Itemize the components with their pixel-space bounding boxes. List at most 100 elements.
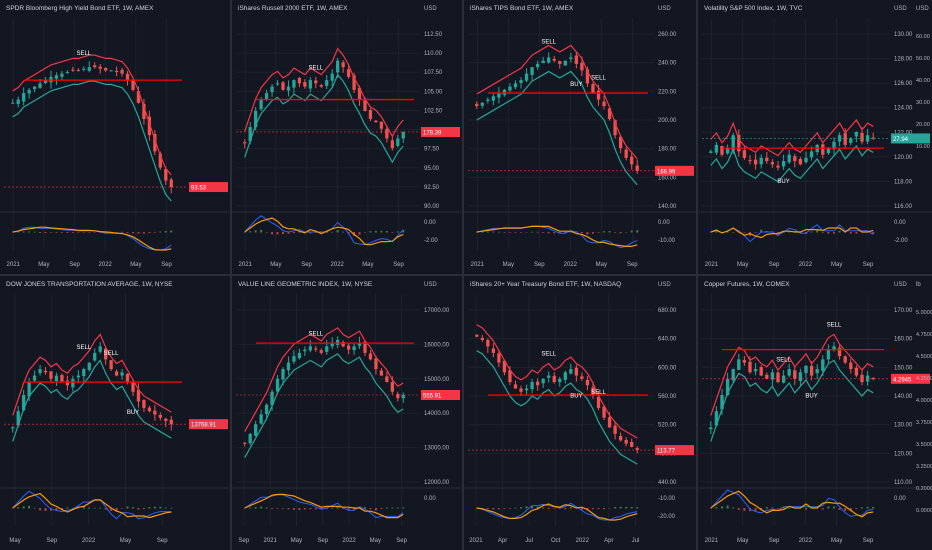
histogram-bar <box>614 507 617 509</box>
chart-panel-4[interactable]: 2021 May Sep 2022 May Sep USD 130.00 128.00 126.0… <box>698 0 932 274</box>
candle-body <box>508 86 512 91</box>
candle-body <box>742 150 747 158</box>
histogram-bar <box>153 506 156 509</box>
last-price-badge <box>655 165 694 176</box>
histogram-bar <box>715 231 718 233</box>
histogram-bar <box>44 232 47 233</box>
candle-body <box>357 87 362 100</box>
time-tick-label: May <box>503 262 514 268</box>
histogram-bar <box>597 508 600 509</box>
histogram-bar <box>142 232 145 234</box>
histogram-bar <box>93 232 96 233</box>
candle-body <box>401 131 405 139</box>
candle-body <box>731 135 735 151</box>
histogram-bar <box>754 508 757 511</box>
candle-body <box>596 90 601 100</box>
chart-svg: May Sep 2022 May Sep SELL SELL BUY 13768.91 DOW J… <box>0 281 230 544</box>
candle-body <box>613 425 617 434</box>
osc-tick-label: 0.00 <box>658 220 670 226</box>
right-scale-tick: 50.00 <box>916 56 930 62</box>
candle-body <box>491 96 496 101</box>
candle-body <box>164 418 168 421</box>
chart-panel-1[interactable]: 2021 May Sep 2022 May Sep SELL 93.53 SPDR Bloomb… <box>0 0 230 274</box>
histogram-bar <box>625 232 628 233</box>
osc-tick-label: 0.00 <box>424 220 436 226</box>
histogram-bar <box>33 231 36 233</box>
chart-panel-3[interactable]: 2021 May Sep 2022 May Sep USD 260.00 240.00 220.0… <box>464 0 696 274</box>
chart-panel-5[interactable]: May Sep 2022 May Sep SELL SELL BUY 13768.91 DOW J… <box>0 276 230 550</box>
histogram-bar <box>827 232 830 234</box>
price-tick-label: 130.00 <box>894 423 913 429</box>
candle-body <box>725 378 730 395</box>
candle-body <box>325 346 329 352</box>
histogram-bar <box>336 506 339 509</box>
chart-panel-2[interactable]: 2021 May Sep 2022 May Sep USD 112.50 110.00 107.5… <box>232 0 462 274</box>
candle-body <box>136 389 141 402</box>
signal-line <box>12 492 172 519</box>
histogram-bar <box>374 508 377 511</box>
candle-body <box>709 427 713 430</box>
chart-panel-8[interactable]: 2021 May Sep 2022 May Sep USD 170.00 160.00 150.0… <box>698 276 932 550</box>
candle-body <box>248 127 252 142</box>
trailing-stop-down <box>12 333 172 416</box>
time-tick-label: Sep <box>393 262 404 268</box>
last-price-badge <box>421 390 460 400</box>
histogram-bar <box>126 232 129 233</box>
candle-body <box>60 73 64 77</box>
currency-label: USD <box>424 6 437 12</box>
candle-body <box>374 358 378 370</box>
candle-body <box>776 165 780 168</box>
histogram-bar <box>22 231 25 233</box>
time-tick-label: Sep <box>863 262 874 268</box>
histogram-bar <box>591 232 594 234</box>
histogram-bar <box>11 232 14 233</box>
osc-tick-label: 0.00 <box>894 220 906 226</box>
time-tick-label: May <box>38 262 49 268</box>
candle-body <box>748 160 752 162</box>
histogram-bar <box>121 508 124 509</box>
candle-body <box>308 80 312 89</box>
histogram-bar <box>331 231 334 233</box>
candle-body <box>519 388 523 392</box>
candle-body <box>486 99 490 101</box>
price-tick-label: 150.00 <box>894 365 913 371</box>
price-tick-label: 110.00 <box>424 51 443 57</box>
candle-body <box>71 378 75 388</box>
candle-body <box>336 339 340 345</box>
candle-body <box>854 367 859 376</box>
histogram-bar <box>385 507 388 509</box>
candle-body <box>303 349 307 352</box>
candle-body <box>770 372 775 380</box>
candle-body <box>114 371 119 376</box>
osc-tick-label: -20.00 <box>658 514 676 520</box>
price-tick-label: 118.00 <box>894 179 913 185</box>
candle-body <box>379 121 384 129</box>
price-tick-label: 17000.00 <box>424 308 450 314</box>
last-price-badge <box>421 126 460 137</box>
histogram-bar <box>17 507 20 509</box>
candle-body <box>475 334 479 337</box>
chart-svg: 2021 Apr Jul Oct 2022 Apr Jul USD 680.00 640.00 60… <box>464 281 696 544</box>
candle-body <box>98 66 102 69</box>
candle-body <box>281 82 285 90</box>
chart-panel-6[interactable]: Sep 2021 May Sep 2022 May Sep USD 17000.00 16000.… <box>232 276 462 550</box>
histogram-bar <box>844 508 847 512</box>
time-tick-label: Apr <box>498 538 507 544</box>
time-tick-label: Sep <box>769 262 780 268</box>
histogram-bar <box>497 231 500 233</box>
candle-body <box>142 103 146 119</box>
chart-title: iShares Russell 2000 ETF, 1W, AMEX <box>238 5 348 12</box>
time-tick-label: 2022 <box>564 262 578 268</box>
signal-label: SELL <box>591 390 606 396</box>
osc-tick-label: 0.00 <box>424 496 436 502</box>
candle-body <box>330 73 334 81</box>
candle-body <box>497 353 501 363</box>
candle-body <box>390 140 394 149</box>
histogram-bar <box>153 232 156 233</box>
chart-panel-7[interactable]: 2021 Apr Jul Oct 2022 Apr Jul USD 680.00 640.00 60… <box>464 276 696 550</box>
candle-body <box>76 375 80 378</box>
trailing-stop-up <box>476 70 638 186</box>
histogram-bar <box>558 232 561 234</box>
candle-body <box>401 395 405 399</box>
histogram-bar <box>481 231 484 233</box>
